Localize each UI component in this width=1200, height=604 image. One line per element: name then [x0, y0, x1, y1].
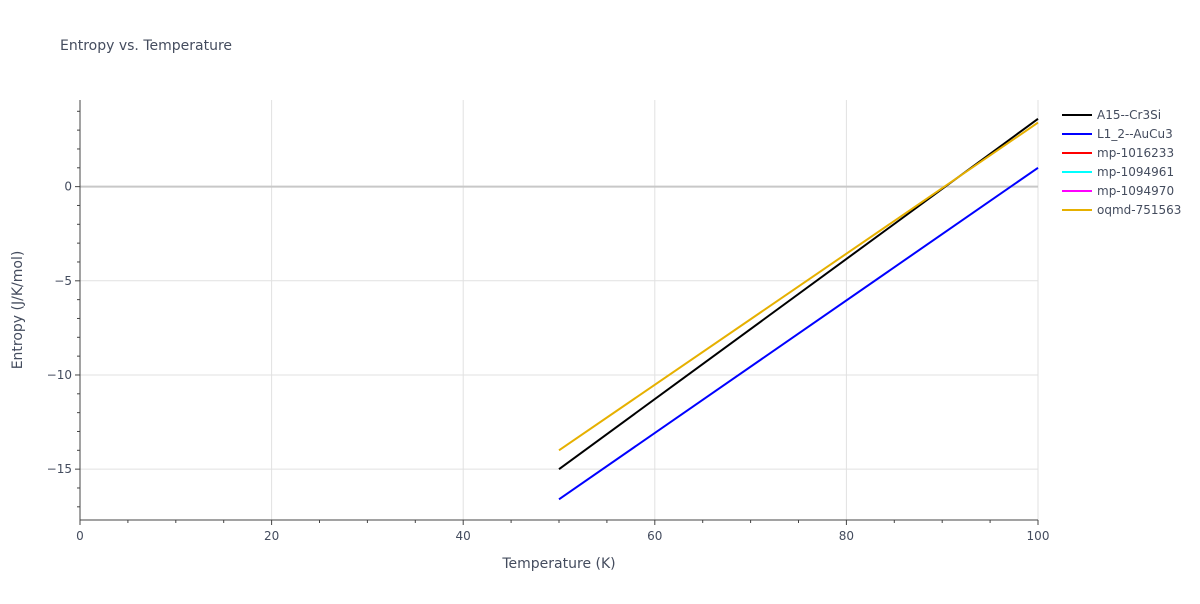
series-lines	[558, 118, 1039, 501]
axes	[75, 100, 1039, 525]
legend-item[interactable]: L1_2--AuCu3	[1062, 127, 1173, 141]
legend-item[interactable]: mp-1016233	[1062, 146, 1174, 160]
x-tick-label: 80	[839, 529, 854, 543]
legend-label: L1_2--AuCu3	[1097, 127, 1173, 141]
series-line-oqmd-751563[interactable]	[558, 121, 1039, 452]
x-tick-label: 100	[1027, 529, 1050, 543]
legend-label: mp-1094970	[1097, 184, 1174, 198]
y-tick-label: 0	[64, 180, 72, 194]
y-axis-label: Entropy (J/K/mol)	[10, 251, 26, 370]
legend-label: mp-1016233	[1097, 146, 1174, 160]
x-axis-label: Temperature (K)	[501, 556, 615, 572]
legend[interactable]: A15--Cr3Si L1_2--AuCu3 mp-1016233 mp-109496…	[1062, 108, 1181, 217]
legend-item[interactable]: A15--Cr3Si	[1062, 108, 1161, 122]
legend-item[interactable]: mp-1094970	[1062, 184, 1174, 198]
chart-title: Entropy vs. Temperature	[60, 38, 232, 54]
x-tick-label: 40	[456, 529, 471, 543]
x-tick-label: 20	[264, 529, 279, 543]
y-tick-label: −15	[47, 462, 72, 476]
series-line-l1-2-aucu3[interactable]	[558, 166, 1039, 501]
legend-item[interactable]: oqmd-751563	[1062, 203, 1181, 217]
legend-label: mp-1094961	[1097, 165, 1174, 179]
legend-item[interactable]: mp-1094961	[1062, 165, 1174, 179]
legend-label: oqmd-751563	[1097, 203, 1181, 217]
legend-label: A15--Cr3Si	[1097, 108, 1161, 122]
x-tick-label: 60	[647, 529, 662, 543]
x-tick-label: 0	[76, 529, 84, 543]
y-tick-label: −5	[54, 274, 72, 288]
y-tick-label: −10	[47, 368, 72, 382]
tick-labels: 0 20 40 60 80 100 −15 −10 −5 0	[47, 180, 1050, 543]
